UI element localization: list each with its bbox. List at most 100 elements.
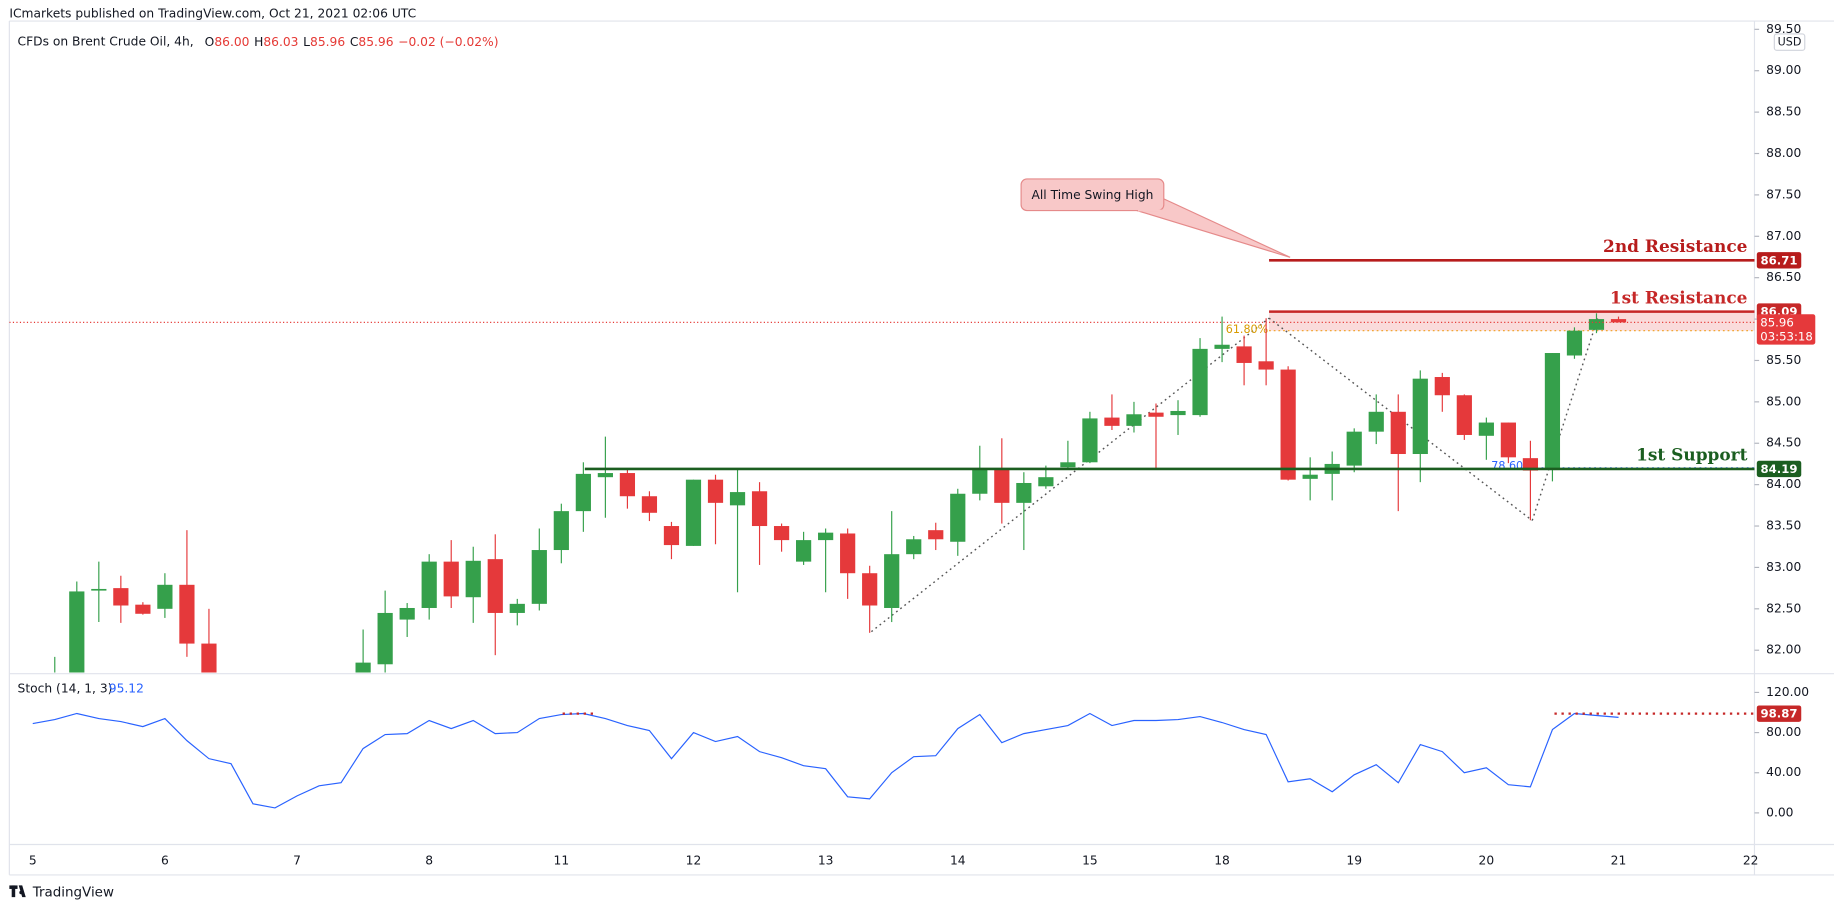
candle-body [751,491,768,527]
ohlc-value: 85.96 [358,35,393,49]
candle-body [685,479,702,546]
level-value: 86.71 [1761,253,1798,267]
candle-body [1412,378,1428,455]
candle-body [1610,319,1627,323]
x-tick-label: 20 [1479,853,1495,867]
candle-body [91,588,107,591]
level-tag [1756,460,1802,478]
y-tick-label: 40.00 [1766,765,1801,779]
candle-body [597,473,613,478]
y-tick-label: 87.50 [1766,187,1801,201]
candle-body [862,573,878,606]
candle-body [355,662,371,673]
candle-body [69,591,85,673]
ohlc-key: C [350,35,359,49]
candle-body [201,643,217,673]
candle-body [773,526,790,541]
ohlc-value: 86.00 [214,35,249,49]
candle-body [1126,414,1142,426]
candle-body [972,468,988,494]
x-tick-label: 11 [554,853,570,867]
threshold-value: 98.87 [1761,707,1798,721]
ohlc-key: H [254,35,263,49]
y-tick-label: 85.50 [1766,353,1801,367]
countdown: 03:53:18 [1760,330,1812,344]
candle-body [1082,418,1098,463]
candle-body [1060,462,1076,468]
candle-body [663,526,680,546]
candle-body [157,584,173,609]
candle-body [1192,348,1208,416]
candle-body [1390,411,1406,455]
stoch-pane [32,712,1755,809]
symbol: CFDs on Brent Crude Oil, 4h, [18,35,194,49]
candle-body [1522,458,1539,471]
x-tick-label: 12 [686,853,702,867]
ohlc-legend: O86.00 H86.03 L85.96 C85.96 −0.02 (−0.02%) [205,35,499,49]
y-tick-label: 80.00 [1766,725,1801,739]
candle-body [1148,412,1164,417]
x-tick-label: 18 [1214,853,1230,867]
candle-body [1346,431,1362,466]
candle-body [906,539,922,555]
candle-body [399,607,415,620]
ohlc-change: −0.02 (−0.02%) [398,35,498,49]
last-price-tag [1756,314,1816,345]
y-tick-label: 82.50 [1766,601,1801,615]
level-name: 2nd Resistance [1603,236,1747,256]
x-tick-label: 22 [1743,853,1759,867]
y-tick-label: 83.50 [1766,519,1801,533]
candle-body [1258,361,1274,370]
candle-body [884,554,900,608]
candle-body [928,530,944,540]
stoch-line [32,712,1619,809]
y-tick-label: 88.00 [1766,146,1801,160]
y-tick-label: 84.00 [1766,477,1801,491]
y-tick-label: 86.50 [1766,270,1801,284]
y-tick-label: 85.00 [1766,394,1801,408]
ohlc-key: O [205,35,215,49]
level-value: 84.19 [1761,462,1798,476]
candle-body [465,560,481,598]
candle-body [1280,369,1296,480]
candle-body [531,550,547,604]
candle-body [1104,417,1120,426]
y-tick-label: 88.50 [1766,105,1801,119]
footer-brand: TradingView [32,885,114,900]
candle-body [1566,330,1583,356]
candle-body [1368,411,1384,432]
candle-body [575,473,591,512]
currency: USD [1778,36,1802,49]
candle-body [1456,395,1472,435]
candle-body [950,493,966,542]
candle-body [553,511,569,551]
y-tick-label: 84.50 [1766,436,1801,450]
y-tick-label: 87.00 [1766,229,1801,243]
candle-body [641,496,658,513]
ohlc-value: 86.03 [263,35,298,49]
candle-body [1016,482,1032,503]
level-tag [1756,252,1802,269]
y-tick-label: 82.00 [1766,643,1801,657]
candle-body [840,533,856,574]
footer-logo [9,885,26,898]
x-tick-label: 13 [818,853,834,867]
x-tick-label: 21 [1611,853,1627,867]
level-name: 1st Resistance [1610,287,1748,307]
candle-body [1544,353,1561,470]
frame [8,20,1834,876]
x-tick-label: 15 [1082,853,1098,867]
x-tick-label: 5 [29,853,37,867]
y-tick-label: 89.00 [1766,63,1801,77]
fib-label: 61.80% [1226,323,1268,336]
candle-body [1038,477,1054,487]
y-tick-label: 120.00 [1766,685,1809,699]
candle-body [443,561,459,597]
candle-body [1500,422,1516,458]
candle-body [509,603,525,613]
currency-box [1773,33,1806,51]
stoch-title: Stoch (14, 1, 3) [18,681,113,695]
